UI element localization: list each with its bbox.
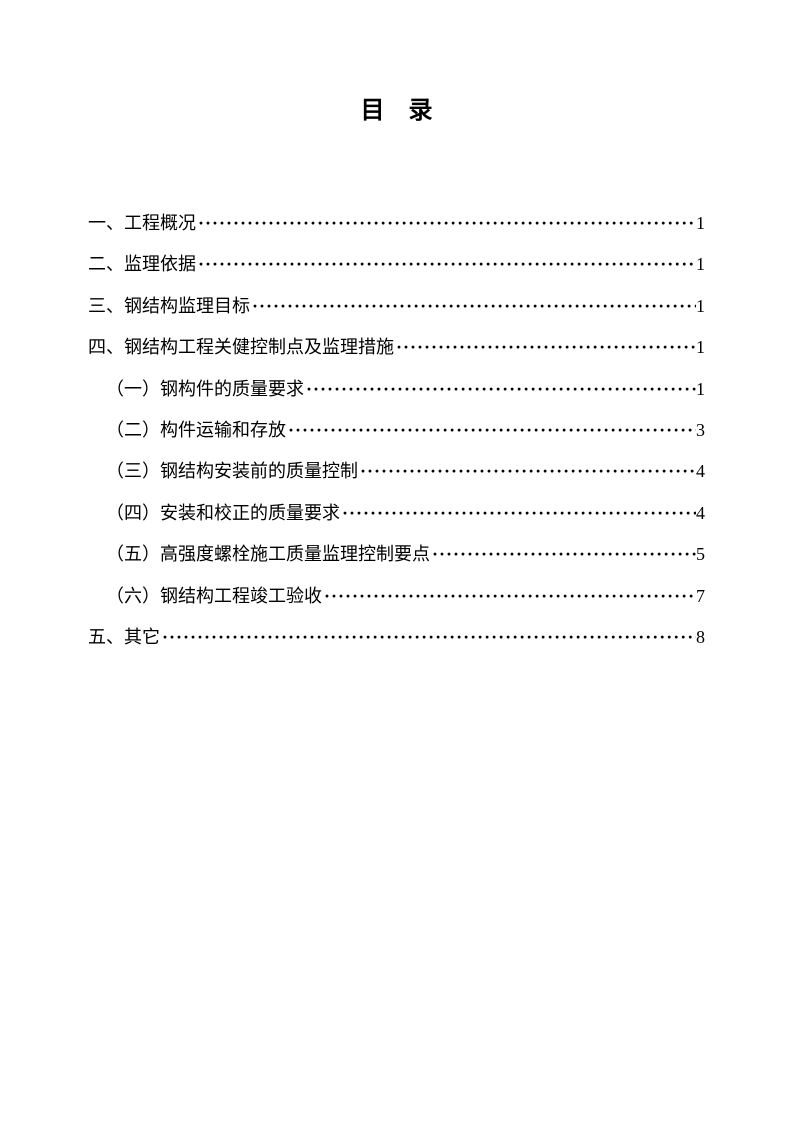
toc-entry: 一、工程概况 1 <box>88 203 705 244</box>
toc-entry-label: 三、钢结构监理目标 <box>88 286 250 327</box>
toc-leader-dots <box>196 203 696 244</box>
toc-entry-label: （三）钢结构安装前的质量控制 <box>106 451 358 492</box>
toc-entry-page: 1 <box>696 286 705 327</box>
toc-entry-page: 4 <box>696 493 705 534</box>
toc-entry-label: （四）安装和校正的质量要求 <box>106 493 340 534</box>
toc-entry: （三）钢结构安装前的质量控制 4 <box>88 451 705 492</box>
toc-entry: 三、钢结构监理目标 1 <box>88 286 705 327</box>
toc-entry-label: 二、监理依据 <box>88 244 196 285</box>
toc-entry: （一）钢构件的质量要求 1 <box>88 369 705 410</box>
toc-entry-label: 四、钢结构工程关健控制点及监理措施 <box>88 327 394 368</box>
toc-entry: （二）构件运输和存放 3 <box>88 410 705 451</box>
toc-entry-label: （六）钢结构工程竣工验收 <box>106 576 322 617</box>
toc-entry-page: 1 <box>696 244 705 285</box>
toc-entry: （五）高强度螺栓施工质量监理控制要点 5 <box>88 534 705 575</box>
toc-entry-page: 5 <box>696 534 705 575</box>
toc-title: 目录 <box>88 90 705 125</box>
toc-entry-page: 8 <box>696 617 705 658</box>
toc-entry-page: 1 <box>696 369 705 410</box>
toc-entry: （六）钢结构工程竣工验收 7 <box>88 576 705 617</box>
toc-leader-dots <box>304 369 696 410</box>
toc-leader-dots <box>340 493 696 534</box>
toc-entry: 五、其它 8 <box>88 617 705 658</box>
toc-leader-dots <box>358 451 696 492</box>
document-page: 目录 一、工程概况1二、监理依据1三、钢结构监理目标1四、钢结构工程关健控制点及… <box>0 0 793 718</box>
toc-entry-label: （五）高强度螺栓施工质量监理控制要点 <box>106 534 430 575</box>
toc-leader-dots <box>286 410 696 451</box>
toc-leader-dots <box>160 617 696 658</box>
toc-entry-page: 4 <box>696 451 705 492</box>
toc-entry-page: 3 <box>696 410 705 451</box>
toc-entry-page: 1 <box>696 203 705 244</box>
toc-entry-label: 五、其它 <box>88 617 160 658</box>
toc-entry: 二、监理依据 1 <box>88 244 705 285</box>
table-of-contents: 一、工程概况1二、监理依据1三、钢结构监理目标1四、钢结构工程关健控制点及监理措… <box>88 203 705 658</box>
toc-entry: （四）安装和校正的质量要求 4 <box>88 493 705 534</box>
toc-leader-dots <box>430 534 696 575</box>
toc-leader-dots <box>394 327 696 368</box>
toc-entry-page: 1 <box>696 327 705 368</box>
toc-entry-page: 7 <box>696 576 705 617</box>
toc-leader-dots <box>322 576 696 617</box>
toc-entry: 四、钢结构工程关健控制点及监理措施 1 <box>88 327 705 368</box>
toc-entry-label: （一）钢构件的质量要求 <box>106 369 304 410</box>
toc-entry-label: （二）构件运输和存放 <box>106 410 286 451</box>
toc-entry-label: 一、工程概况 <box>88 203 196 244</box>
toc-leader-dots <box>250 286 696 327</box>
toc-leader-dots <box>196 244 696 285</box>
